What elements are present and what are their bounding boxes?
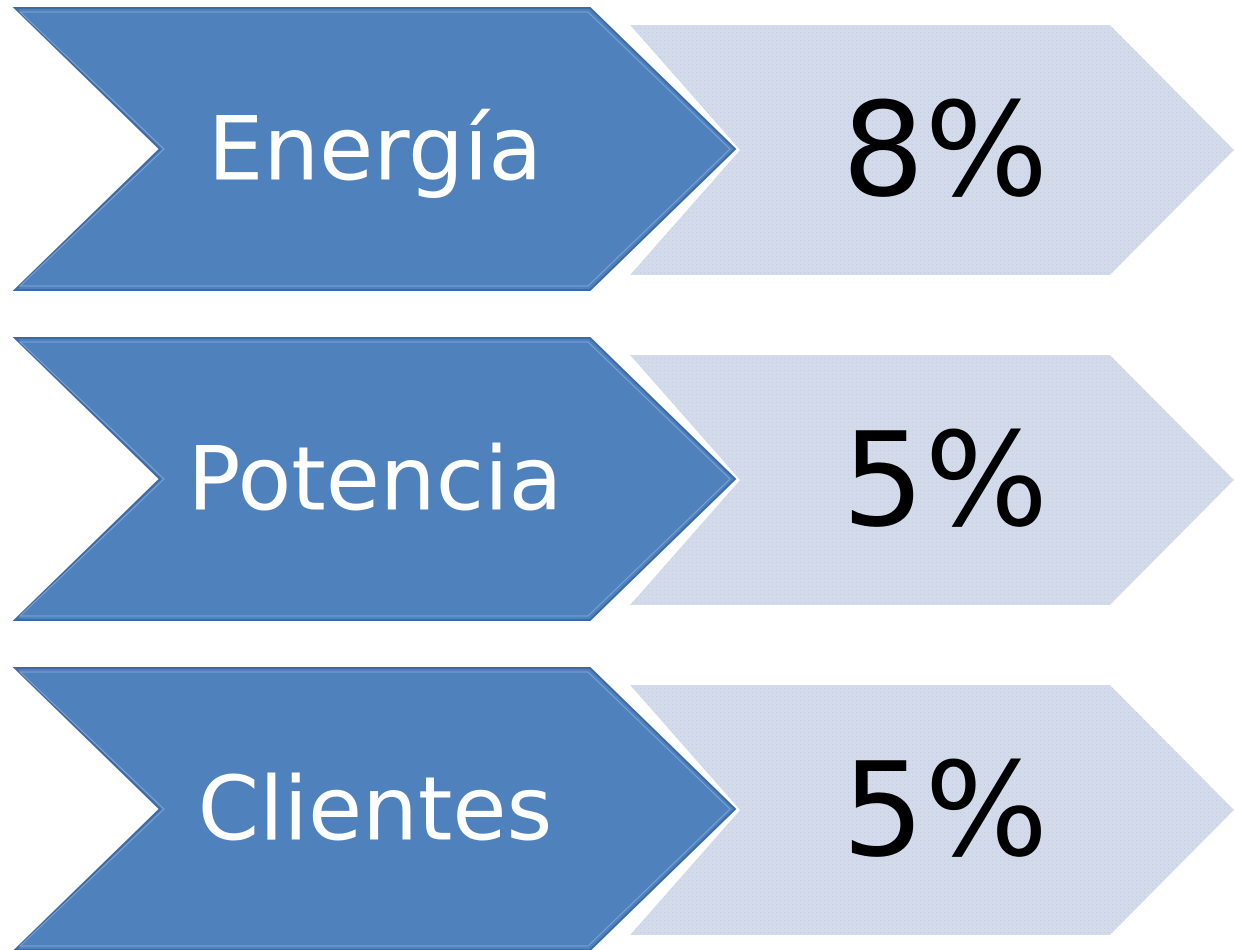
label-chevron (12, 7, 737, 291)
label-chevron (12, 667, 737, 950)
item-label: Energía (208, 98, 542, 201)
chevron-row: Clientes 5% (12, 667, 1234, 950)
item-label: Potencia (188, 428, 563, 531)
chevron-row: Energía 8% (12, 7, 1234, 291)
chevron-row: Potencia 5% (12, 337, 1234, 621)
label-chevron (12, 337, 737, 621)
value-chevron (630, 355, 1234, 605)
label-chevron-outline (18, 341, 731, 617)
label-chevron-outline (18, 671, 731, 947)
item-value: 5% (842, 734, 1048, 886)
item-label: Clientes (198, 758, 553, 861)
item-value: 5% (842, 404, 1048, 556)
label-chevron-outline (18, 11, 731, 287)
value-chevron (630, 25, 1234, 275)
item-value: 8% (842, 74, 1048, 226)
value-chevron (630, 685, 1234, 935)
